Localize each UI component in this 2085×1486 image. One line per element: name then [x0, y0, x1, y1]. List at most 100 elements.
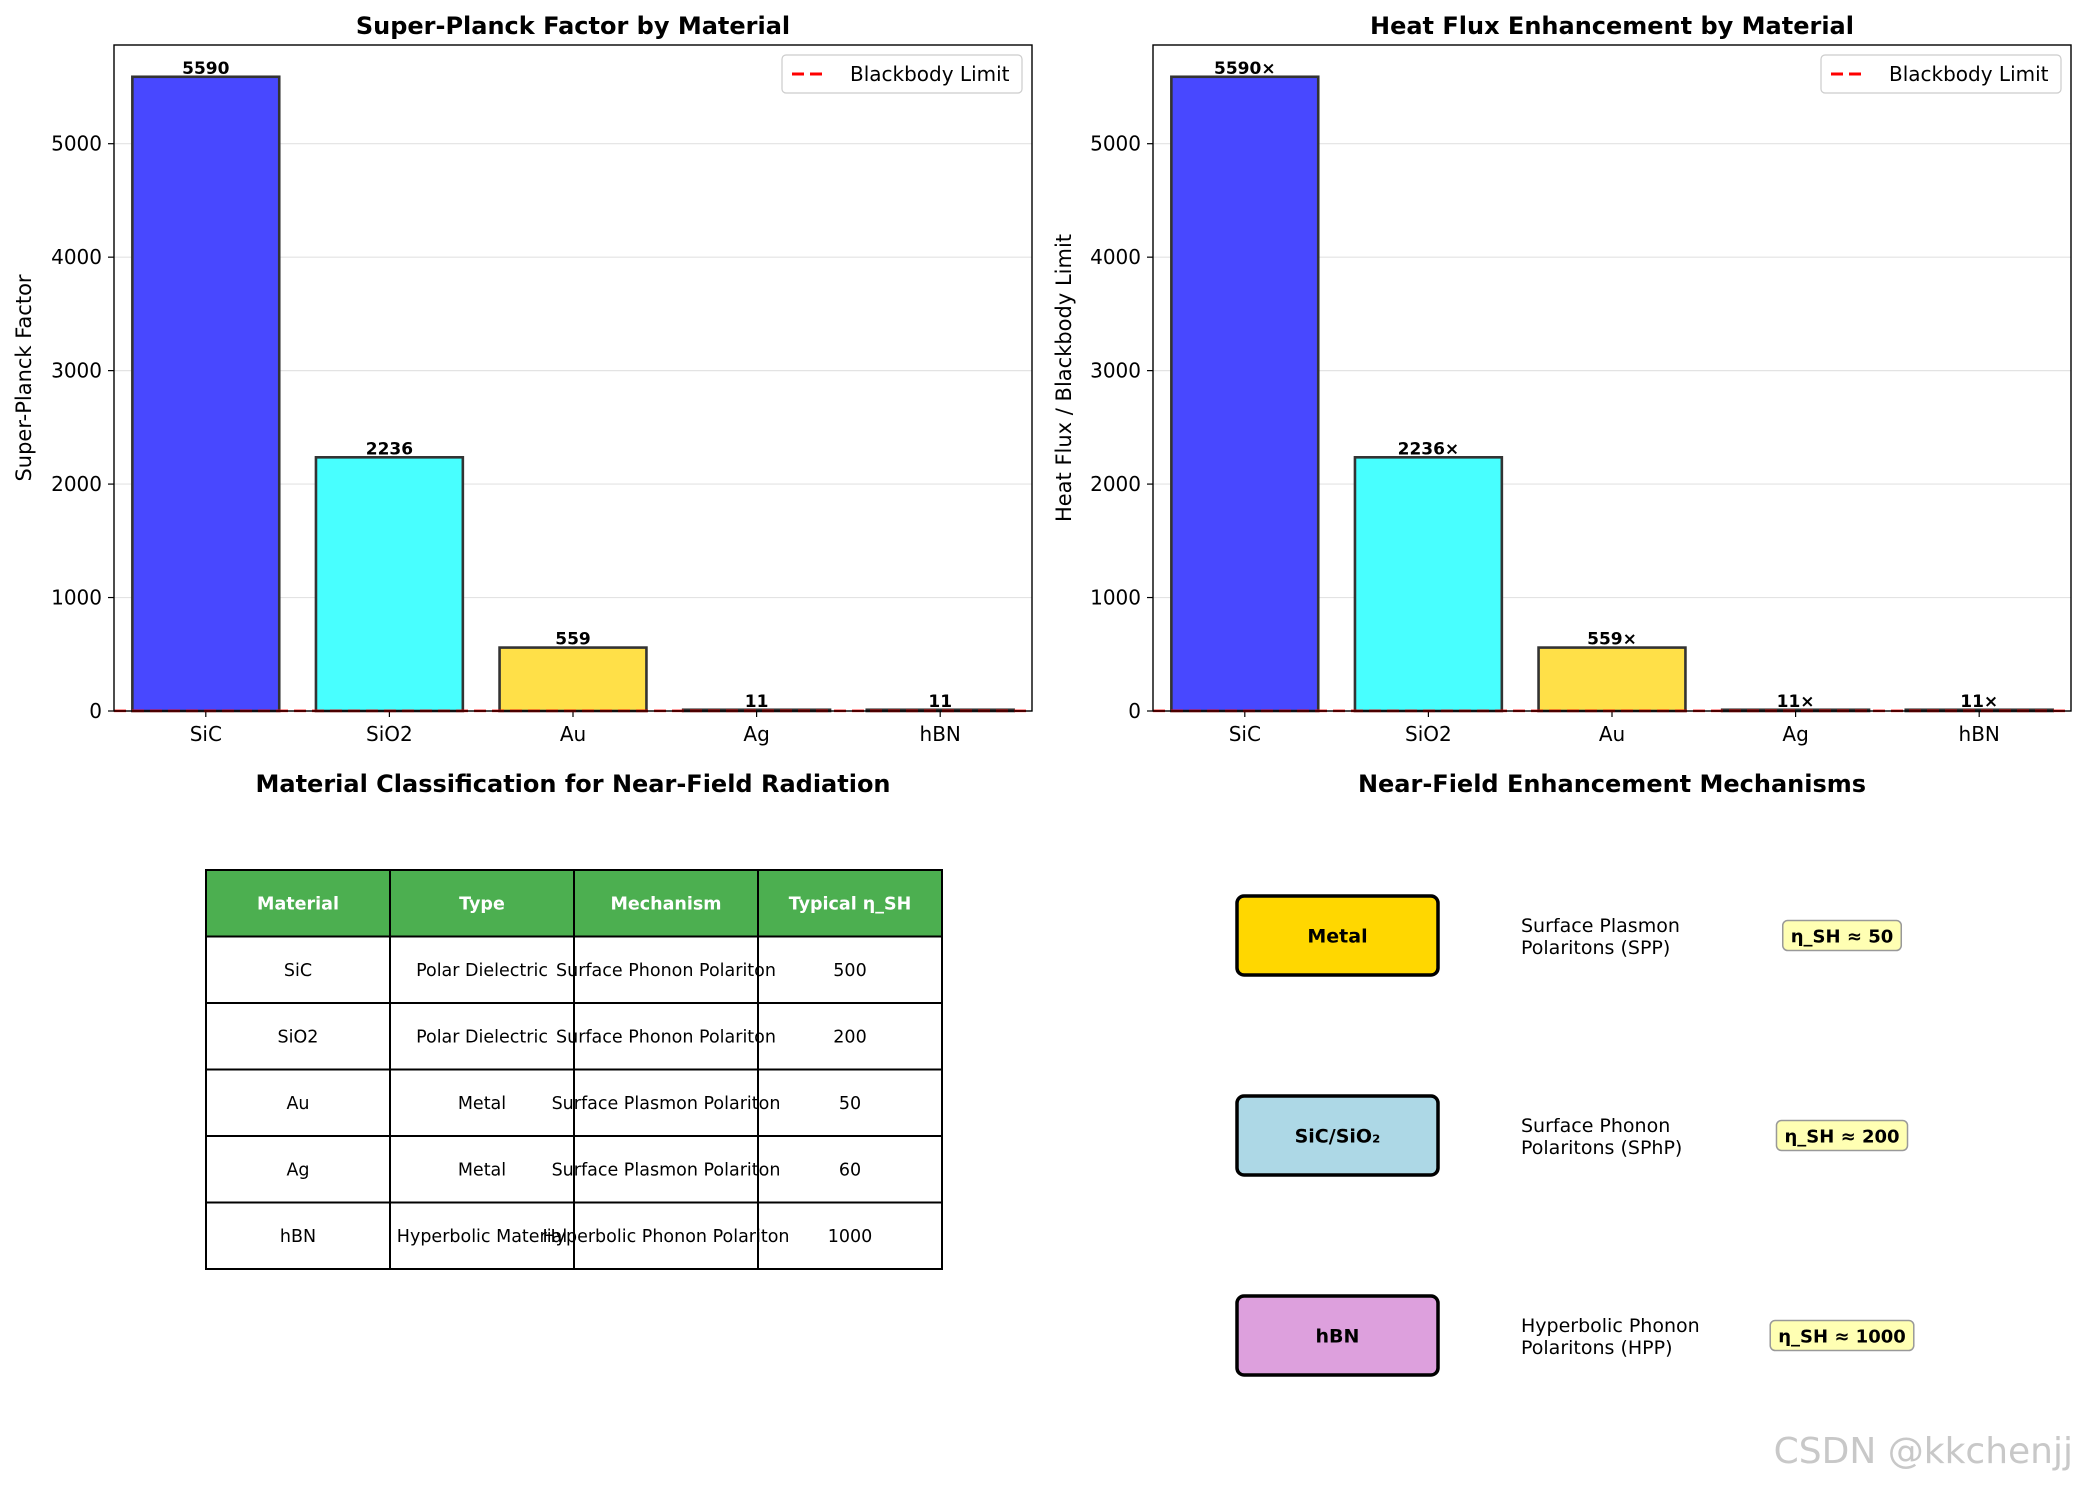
table-cell-text: SiC — [284, 961, 312, 981]
y-tick-label: 5000 — [1090, 132, 1141, 156]
y-tick-label: 4000 — [1090, 245, 1141, 269]
y-tick-label: 1000 — [51, 586, 102, 610]
y-tick-label: 3000 — [51, 359, 102, 383]
bar-value-label: 11 — [928, 692, 952, 712]
bar — [1170, 75, 1320, 713]
table-header-cell — [757, 869, 943, 938]
table-cell-text: Surface Phonon Polariton — [556, 1027, 776, 1047]
eta-value: η_SH ≈ 50 — [1791, 927, 1894, 948]
y-axis-label: Heat Flux / Blackbody Limit — [1052, 234, 1076, 522]
mechanism-box — [1235, 1294, 1440, 1377]
mechanism-box-label: Metal — [1307, 926, 1367, 948]
y-tick-label: 2000 — [1090, 472, 1141, 496]
eta-badge — [1781, 919, 1903, 952]
mechanism-description: Surface Plasmon — [1521, 915, 1680, 937]
table-cell — [573, 935, 759, 1004]
y-axis-label: Super-Planck Factor — [12, 274, 36, 481]
bar — [314, 456, 465, 713]
table-header-label: Type — [459, 894, 505, 914]
mechanisms-panel: Near-Field Enhancement Mechanisms Metal S… — [1235, 770, 1915, 1377]
bar — [1353, 456, 1504, 713]
heat-flux-chart: Heat Flux Enhancement by Material Heat F… — [1052, 12, 2072, 746]
x-tick-label: hBN — [920, 722, 961, 746]
x-tick-label: SiC — [1229, 722, 1261, 746]
table-cell — [757, 935, 943, 1004]
bar — [498, 646, 648, 713]
table-cell-text: Metal — [458, 1094, 506, 1114]
mechanism-box — [1235, 894, 1440, 977]
plot-area: 0 1000 2000 3000 4000 5000 5590 SiC 2236 SiO2 559 A… — [51, 44, 1033, 746]
table-cell — [757, 1201, 943, 1270]
y-tick-label: 1000 — [1090, 586, 1141, 610]
y-tick-label: 2000 — [51, 472, 102, 496]
table-cell-text: Surface Plasmon Polariton — [552, 1160, 781, 1180]
bar-value-label: 11× — [1777, 692, 1815, 712]
eta-value: η_SH ≈ 1000 — [1778, 1327, 1906, 1348]
table-cell-text: Hyperbolic Phonon Polariton — [542, 1227, 789, 1247]
table-cell-text: 1000 — [828, 1227, 873, 1247]
plot-area: 0 1000 2000 3000 4000 5000 5590× SiC 2236× SiO2 55… — [1090, 44, 2072, 746]
y-tick-label: 5000 — [51, 132, 102, 156]
x-tick-label: SiO2 — [366, 722, 413, 746]
watermark: CSDN @kkchenjj — [1774, 1431, 2073, 1472]
table-cell — [389, 935, 575, 1004]
eta-value: η_SH ≈ 200 — [1784, 1127, 1899, 1148]
table-cell — [205, 1135, 391, 1204]
table-cell-text: 500 — [833, 961, 866, 981]
table-cell — [757, 1135, 943, 1204]
table-cell — [205, 1002, 391, 1071]
table-cell — [573, 1002, 759, 1071]
table-cell — [389, 1135, 575, 1204]
table-cell — [573, 1135, 759, 1204]
eta-badge — [1769, 1319, 1915, 1352]
y-tick-label: 0 — [1128, 699, 1141, 723]
bar-value-label: 559 — [555, 630, 591, 650]
mechanism-box-label: hBN — [1316, 1326, 1360, 1348]
table-cell — [757, 1068, 943, 1137]
y-tick-label: 3000 — [1090, 359, 1141, 383]
mechanism-box — [1235, 1094, 1440, 1177]
table-cell-text: Au — [286, 1094, 309, 1114]
chart-title: Heat Flux Enhancement by Material — [1370, 12, 1854, 40]
legend-box — [1820, 54, 2062, 94]
chart-title: Super-Planck Factor by Material — [356, 12, 790, 40]
table-cell-text: 50 — [839, 1094, 861, 1114]
table-cell-text: 200 — [833, 1027, 866, 1047]
bar-value-label: 5590× — [1214, 59, 1276, 79]
mechanism-box-label: SiC/SiO₂ — [1295, 1126, 1381, 1148]
bar-value-label: 2236× — [1398, 439, 1460, 459]
table-header-label: Material — [257, 894, 339, 914]
mechanism-description: Hyperbolic Phonon — [1521, 1315, 1700, 1337]
legend-label: Blackbody Limit — [850, 62, 1010, 86]
bar — [1537, 646, 1687, 713]
x-tick-label: Ag — [1782, 722, 1808, 746]
table-cell-text: hBN — [280, 1227, 316, 1247]
x-tick-label: Au — [560, 722, 586, 746]
mechanism-description: Polaritons (SPhP) — [1521, 1137, 1682, 1159]
table-cell-text: Surface Plasmon Polariton — [552, 1094, 781, 1114]
bar-value-label: 11× — [1960, 692, 1998, 712]
x-tick-label: hBN — [1959, 722, 2000, 746]
axes-frame — [113, 44, 1033, 712]
table-header-label: Typical η_SH — [789, 894, 912, 914]
eta-badge — [1775, 1119, 1909, 1152]
axes-frame — [1152, 44, 2072, 712]
classification-table: Material Type Mechanism Typical η_SH SiC Pola… — [205, 869, 943, 1270]
x-tick-label: Au — [1599, 722, 1625, 746]
table-cell-text: Polar Dielectric — [416, 1027, 548, 1047]
table-cell-text: Hyperbolic Material — [397, 1227, 567, 1247]
x-tick-label: Ag — [743, 722, 769, 746]
classification-table-panel: Material Classification for Near-Field R… — [205, 770, 943, 1270]
legend-label: Blackbody Limit — [1889, 62, 2049, 86]
bar — [131, 75, 281, 713]
y-tick-label: 0 — [89, 699, 102, 723]
bar-value-label: 2236 — [366, 439, 413, 459]
x-tick-label: SiC — [190, 722, 222, 746]
table-cell — [205, 935, 391, 1004]
table-cell — [389, 1068, 575, 1137]
mechanism-description: Polaritons (SPP) — [1521, 937, 1670, 959]
x-tick-label: SiO2 — [1405, 722, 1452, 746]
table-cell-text: Ag — [286, 1160, 309, 1180]
